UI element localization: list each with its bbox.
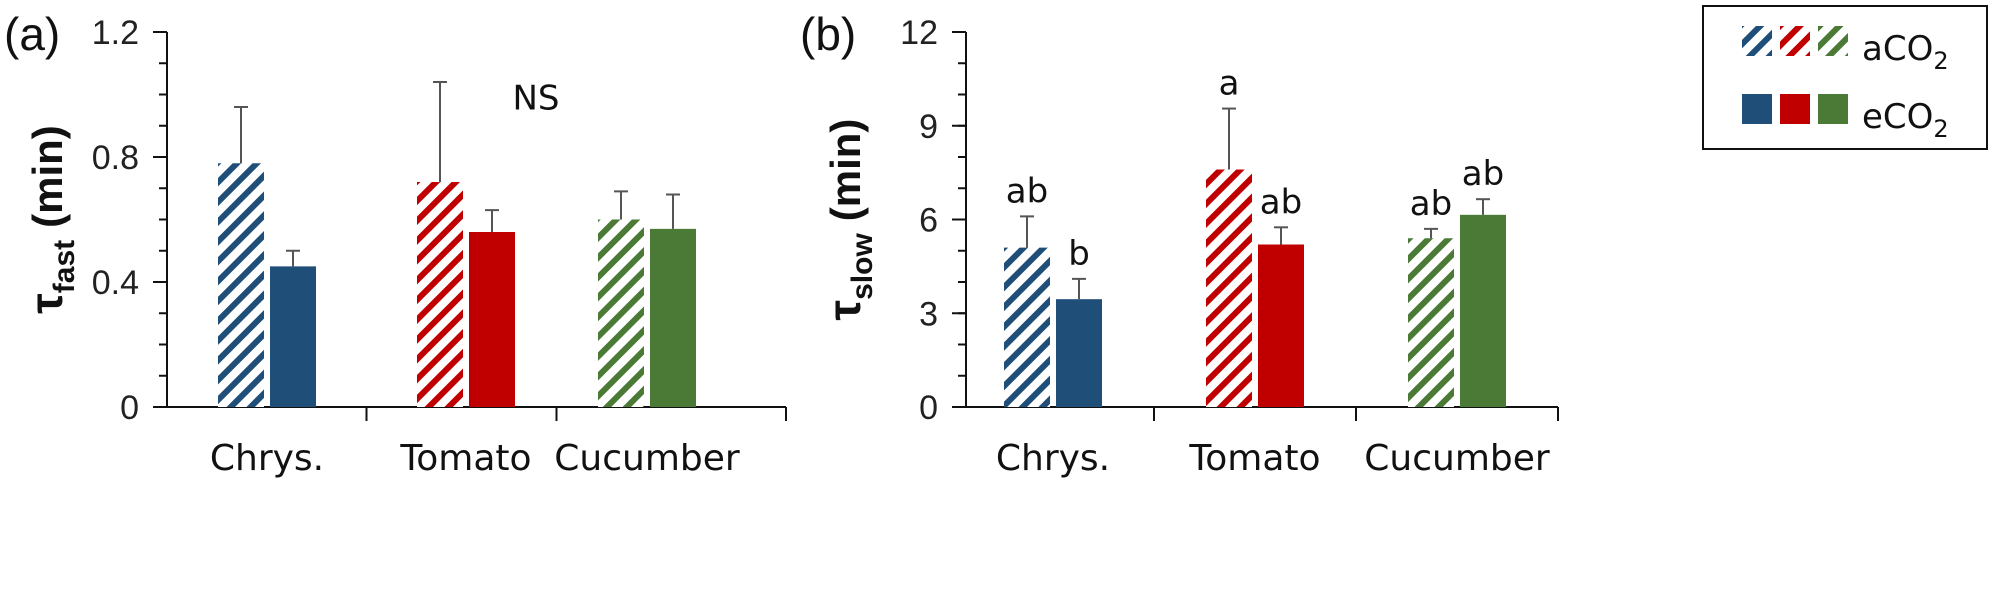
significance-label: ab — [1260, 182, 1302, 222]
bar — [1258, 244, 1304, 407]
y-axis-symbol: τ — [818, 300, 870, 321]
bar — [1408, 238, 1454, 407]
annotation-label: NS — [512, 79, 559, 119]
legend-label: aCO2 — [1862, 29, 1949, 75]
legend-label-subscript: 2 — [1933, 47, 1948, 75]
bar — [1460, 214, 1506, 407]
y-tick-label: 0 — [120, 389, 139, 427]
significance-label: b — [1068, 234, 1090, 274]
panel-letter: (a) — [4, 8, 60, 60]
y-tick-label: 6 — [919, 202, 938, 240]
bar — [1206, 169, 1252, 407]
chart-panel-a: (a) τfast (min) 0 0.4 0.8 1.2 Chrys. Tomato Cucum… — [4, 8, 787, 479]
bar — [417, 182, 463, 407]
legend-label: eCO2 — [1862, 97, 1949, 143]
legend-label-subscript: 2 — [1933, 115, 1948, 143]
legend-swatch — [1818, 26, 1848, 56]
y-axis-label: τslow (min) — [818, 119, 879, 321]
legend-swatch — [1742, 26, 1772, 56]
legend-label-text: eCO — [1862, 97, 1933, 137]
legend-swatch — [1780, 94, 1810, 124]
y-axis-unit: (min) — [822, 119, 869, 222]
significance-label: ab — [1462, 154, 1504, 194]
x-tick-label: Chrys. — [210, 438, 324, 479]
y-tick-label: 0.4 — [92, 264, 139, 302]
x-tick-label: Tomato — [1188, 438, 1320, 479]
x-tick-label: Cucumber — [1364, 438, 1550, 479]
chart-panel-b: (b) τslow (min) 0 3 6 9 12 Chrys. Tomato Cucumber a… — [800, 8, 1559, 479]
legend-label-text: aCO — [1862, 29, 1933, 69]
legend-swatch — [1742, 94, 1772, 124]
y-axis-symbol: τ — [20, 293, 72, 314]
bar — [598, 219, 644, 407]
y-axis-label: τfast (min) — [20, 125, 81, 314]
legend-swatch — [1818, 94, 1848, 124]
bar — [650, 228, 696, 407]
bar — [270, 266, 316, 407]
y-tick-label: 0.8 — [92, 139, 139, 177]
bar — [1056, 299, 1102, 407]
y-tick-label: 9 — [919, 108, 938, 146]
y-axis-subscript: slow — [846, 233, 879, 300]
legend-swatch — [1780, 26, 1810, 56]
x-tick-label: Tomato — [399, 438, 531, 479]
significance-label: a — [1219, 64, 1240, 104]
y-tick-label: 1.2 — [92, 14, 139, 52]
x-tick-label: Cucumber — [554, 438, 740, 479]
significance-label: ab — [1006, 171, 1048, 211]
x-tick-label: Chrys. — [996, 438, 1110, 479]
y-tick-label: 3 — [919, 295, 938, 333]
significance-label: ab — [1410, 184, 1452, 224]
y-tick-label: 0 — [919, 389, 938, 427]
panel-letter: (b) — [800, 8, 856, 60]
bar — [218, 163, 264, 407]
y-tick-label: 12 — [900, 14, 938, 52]
y-axis-unit: (min) — [24, 125, 71, 228]
bar — [1004, 247, 1050, 407]
y-axis-subscript: fast — [48, 240, 81, 293]
bar — [469, 232, 515, 407]
